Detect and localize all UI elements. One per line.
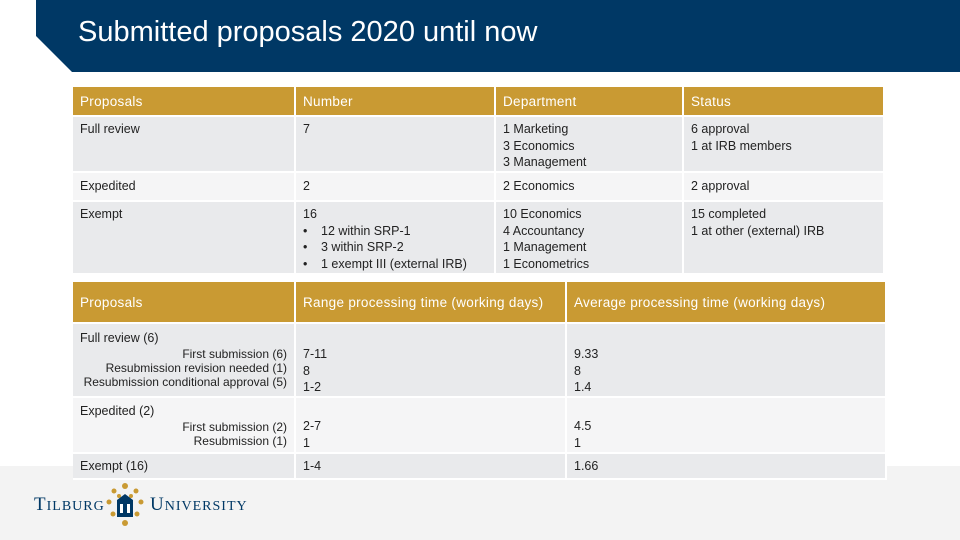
- department-line: 1 Econometrics: [503, 256, 590, 271]
- avg-value: 1.4: [574, 380, 592, 394]
- range-value: 7-11: [303, 347, 328, 361]
- avg-value: 8: [574, 363, 581, 378]
- avg-value: 4.5: [574, 419, 592, 433]
- row-label: Full review: [80, 122, 140, 136]
- sub-label: Resubmission conditional approval (5): [83, 374, 287, 389]
- department-line: 2 Economics: [503, 179, 575, 193]
- header-number: Number: [296, 87, 496, 117]
- department-line: 3 Economics: [503, 138, 575, 153]
- srp-breakdown-list: • 12 within SRP-1 • 3 within SRP-2 • 1 exem…: [303, 223, 487, 273]
- status-line: 15 completed: [691, 207, 767, 221]
- sub-label: First submission (2): [182, 419, 287, 434]
- table-row: Expedited 2 2 Economics 2 approval: [73, 173, 885, 202]
- table-row: Exempt (16) 1-4 1.66: [73, 454, 887, 480]
- sub-label: Resubmission (1): [193, 433, 287, 448]
- list-item: • 3 within SRP-2: [303, 240, 404, 254]
- group-label: Full review (6): [80, 331, 159, 345]
- avg-value: 1: [574, 435, 581, 450]
- avg-value: 9.33: [574, 347, 599, 361]
- avg-value: 1.66: [574, 459, 599, 473]
- sub-label: Resubmission revision needed (1): [105, 360, 287, 375]
- status-line: 6 approval: [691, 122, 750, 136]
- list-item: • 12 within SRP-1: [303, 223, 411, 238]
- table-header-row: Proposals Range processing time (working…: [73, 282, 887, 324]
- list-item: • 1 exempt III (external IRB): [303, 256, 467, 271]
- table-row: Expedited (2) First submission (2) Resub…: [73, 398, 887, 454]
- header-proposals: Proposals: [73, 87, 296, 117]
- header-department: Department: [496, 87, 684, 117]
- logo-word-university: UNIVERSITY: [150, 494, 248, 515]
- header-proposals: Proposals: [73, 282, 296, 324]
- page-title: Submitted proposals 2020 until now: [78, 16, 538, 48]
- row-number: 16: [303, 207, 317, 221]
- department-line: 1 Management: [503, 240, 587, 254]
- table-row: Full review (6) First submission (6) Res…: [73, 324, 887, 398]
- table-row: Exempt 16 • 12 within SRP-1 • 3 within SRP…: [73, 202, 885, 275]
- department-line: 4 Accountancy: [503, 223, 585, 238]
- department-line: 3 Management: [503, 155, 587, 169]
- table-header-row: Proposals Number Department Status: [73, 87, 885, 117]
- range-value: 8: [303, 363, 310, 378]
- university-seal-icon: [106, 483, 144, 526]
- range-value: 1-2: [303, 380, 322, 394]
- table-row: Full review 7 1 Marketing 3 Economics 3 …: [73, 117, 885, 173]
- department-line: 10 Economics: [503, 207, 582, 221]
- row-number: 7: [303, 122, 310, 136]
- logo-word-tilburg: TILBURG: [34, 494, 105, 515]
- range-value: 2-7: [303, 419, 322, 433]
- status-line: 2 approval: [691, 179, 750, 193]
- row-label: Exempt: [80, 207, 123, 221]
- group-label: Exempt (16): [80, 459, 149, 473]
- status-line: 1 at other (external) IRB: [691, 223, 825, 238]
- title-banner: [36, 0, 960, 72]
- header-range: Range processing time (working days): [296, 282, 567, 324]
- header-average: Average processing time (working days): [567, 282, 887, 324]
- department-line: 1 Marketing: [503, 122, 569, 136]
- range-value: 1: [303, 435, 310, 450]
- header-status: Status: [684, 87, 885, 117]
- status-line: 1 at IRB members: [691, 138, 792, 153]
- row-label: Expedited: [80, 179, 136, 193]
- processing-time-table: Proposals Range processing time (working…: [73, 282, 887, 480]
- sub-label: First submission (6): [182, 346, 287, 361]
- group-label: Expedited (2): [80, 404, 155, 418]
- proposals-summary-table: Proposals Number Department Status Full …: [73, 87, 885, 275]
- range-value: 1-4: [303, 459, 322, 473]
- row-number: 2: [303, 179, 310, 193]
